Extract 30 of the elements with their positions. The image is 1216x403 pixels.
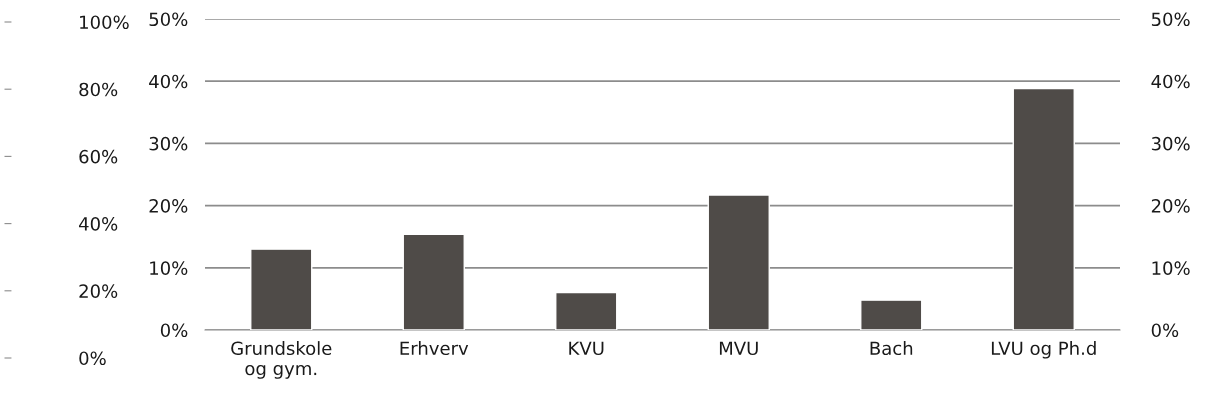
y2-tick-label: 30% — [1151, 136, 1190, 151]
x-tick-label: KVU — [569, 341, 604, 356]
x-tick-label: MVU — [719, 341, 758, 356]
y-tick-label: 20% — [149, 199, 188, 213]
y-tick-label: 0% — [160, 323, 188, 338]
y-tick-label: 40% — [149, 74, 188, 89]
y3-tick-label: 20% — [79, 284, 118, 298]
y3-tick-label: 0% — [79, 351, 106, 366]
x-tick-label: Erhverv — [400, 341, 469, 356]
y2-tick-label: 10% — [1152, 261, 1190, 275]
bar — [555, 291, 618, 330]
y3-tick-label: 60% — [79, 149, 118, 164]
bar — [860, 299, 923, 330]
y2-tick-label: 20% — [1151, 199, 1190, 213]
y2-tick-label: 40% — [1151, 74, 1190, 89]
y2-tick-label: 0% — [1151, 323, 1179, 338]
y3-tick-label: 80% — [79, 82, 118, 97]
bar — [707, 194, 770, 330]
x-tick-label: Grundskole og gym. — [231, 341, 332, 379]
bar — [402, 233, 465, 330]
x-tick-label: Bach — [870, 341, 913, 356]
y3-tick-label: 40% — [78, 217, 118, 231]
y3-tick-label: 100% — [80, 15, 129, 30]
y-tick-label: 30% — [149, 136, 188, 151]
bar — [1012, 87, 1075, 330]
y-tick-label: 10% — [150, 261, 188, 275]
y-tick-label: 50% — [149, 12, 188, 27]
bar — [250, 248, 313, 330]
y2-tick-label: 50% — [1151, 12, 1190, 27]
x-tick-label: LVU og Ph.d — [991, 341, 1096, 359]
